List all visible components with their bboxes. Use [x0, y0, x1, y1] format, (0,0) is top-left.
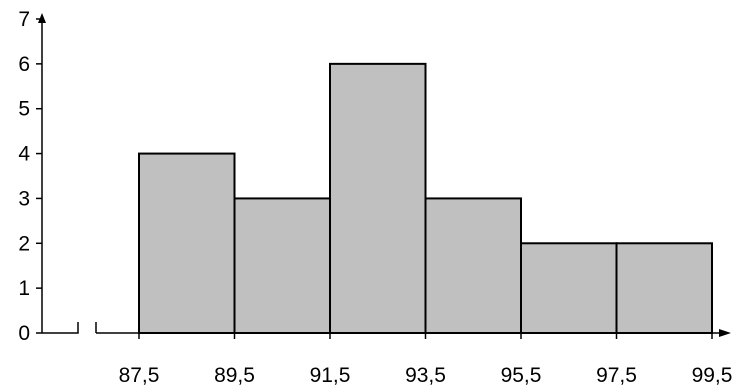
y-tick-label: 2 [18, 232, 30, 255]
y-tick-label: 3 [18, 187, 30, 210]
y-axis-arrow [38, 13, 46, 23]
y-tick-label: 0 [18, 322, 30, 345]
x-tick-label: 99,5 [692, 364, 733, 387]
y-tick-label: 4 [18, 143, 30, 166]
x-tick-label: 91,5 [310, 364, 351, 387]
x-tick-label: 89,5 [214, 364, 255, 387]
y-tick-label: 1 [18, 277, 30, 300]
histogram-bar [615, 242, 713, 335]
x-tick-label: 87,5 [119, 364, 160, 387]
histogram-bar [520, 242, 618, 335]
histogram-bar [138, 152, 236, 334]
x-ticks-group: 87,5 89,5 91,5 93,5 95,5 97,5 99,5 [119, 333, 733, 387]
x-axis-left-segment [42, 322, 79, 334]
histogram-bar [329, 62, 427, 334]
histogram-bar [233, 197, 331, 334]
y-ticks-group: 0 1 2 3 4 5 6 7 [18, 8, 42, 345]
histogram-bar [424, 197, 522, 334]
y-tick-label: 6 [18, 53, 30, 76]
x-tick-label: 95,5 [501, 364, 542, 387]
bars-group [138, 62, 713, 335]
axes-group [38, 13, 731, 337]
x-axis-arrow [719, 329, 731, 337]
x-tick-label: 97,5 [596, 364, 637, 387]
y-tick-label: 7 [18, 8, 30, 31]
x-tick-label: 93,5 [405, 364, 446, 387]
y-tick-label: 5 [18, 98, 30, 121]
